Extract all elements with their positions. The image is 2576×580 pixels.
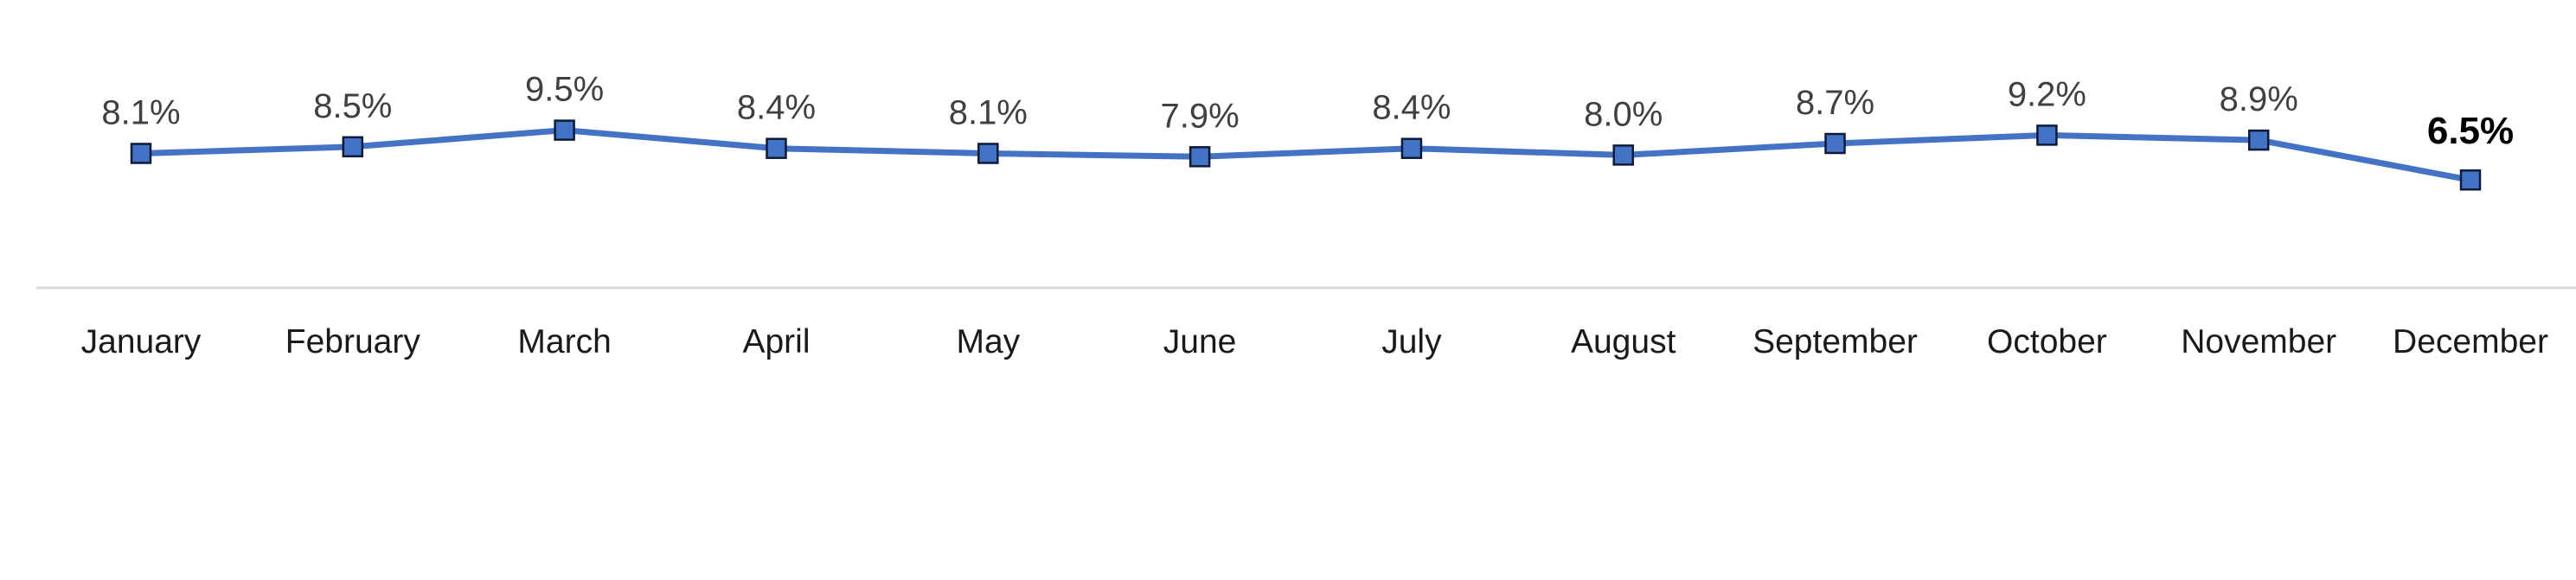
data-point-marker bbox=[130, 143, 152, 164]
x-tick-label: January bbox=[81, 323, 202, 360]
x-tick-label: November bbox=[2181, 323, 2336, 360]
data-point-marker bbox=[1824, 132, 1846, 155]
x-tick-label: March bbox=[517, 323, 611, 360]
x-tick-label: September bbox=[1753, 323, 1918, 360]
data-label: 9.5% bbox=[525, 71, 604, 109]
data-label-highlight: 6.5% bbox=[2427, 110, 2514, 152]
data-point-marker bbox=[1400, 137, 1423, 159]
data-label: 8.4% bbox=[737, 89, 816, 127]
x-tick-label: April bbox=[742, 323, 810, 360]
data-point-marker bbox=[342, 136, 364, 158]
data-label: 8.0% bbox=[1584, 95, 1663, 133]
data-label: 8.9% bbox=[2220, 80, 2298, 118]
x-tick-label: August bbox=[1571, 323, 1676, 360]
data-label: 8.1% bbox=[101, 94, 180, 132]
data-label: 7.9% bbox=[1161, 97, 1240, 135]
data-label: 9.2% bbox=[2008, 75, 2086, 113]
x-tick-label: July bbox=[1381, 323, 1442, 360]
data-point-marker bbox=[554, 119, 575, 141]
data-point-marker bbox=[977, 143, 999, 164]
x-tick-label: October bbox=[1987, 323, 2107, 360]
x-tick-label: June bbox=[1163, 323, 1237, 360]
data-point-marker bbox=[766, 137, 787, 159]
data-point-marker bbox=[1189, 146, 1211, 168]
x-tick-label: December bbox=[2393, 323, 2548, 360]
data-point-marker bbox=[2247, 129, 2270, 151]
data-point-marker bbox=[2036, 124, 2058, 146]
x-tick-layer: January February March April May June July Augu… bbox=[81, 323, 2548, 360]
data-point-marker bbox=[2459, 169, 2482, 191]
x-tick-label: May bbox=[956, 323, 1020, 360]
data-label: 8.5% bbox=[313, 87, 392, 125]
series-layer bbox=[130, 119, 2482, 191]
x-tick-label: February bbox=[285, 323, 421, 360]
data-label-layer: 8.1% 8.5% 9.5% 8.4% 8.1% 7.9% 8.4% 8.0% 8.7% 9.2%… bbox=[101, 71, 2514, 153]
data-label: 8.4% bbox=[1372, 89, 1451, 127]
data-label: 8.1% bbox=[949, 94, 1028, 132]
series-line bbox=[140, 127, 2471, 183]
data-label: 8.7% bbox=[1796, 84, 1874, 122]
data-point-marker bbox=[1612, 144, 1634, 166]
